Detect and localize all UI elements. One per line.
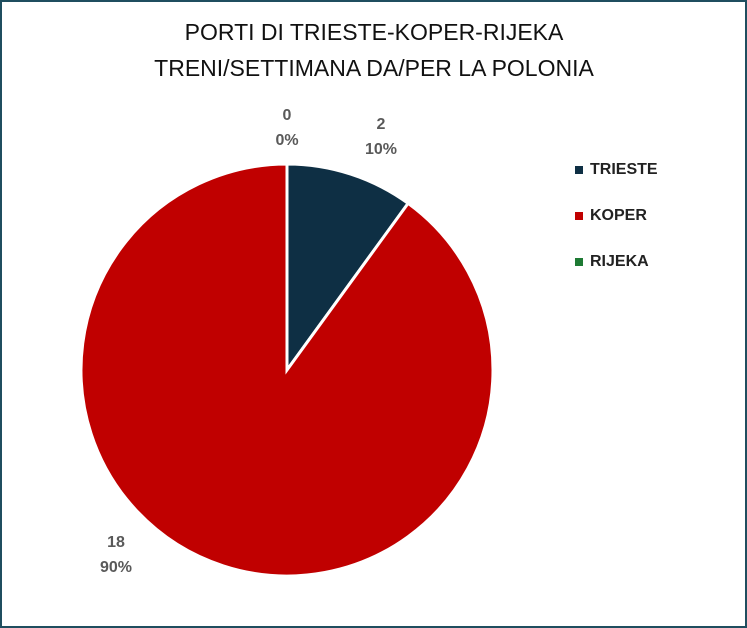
data-label-percent: 0% xyxy=(275,132,298,149)
data-label-value: 18 xyxy=(107,534,125,551)
data-label-percent: 90% xyxy=(100,559,132,576)
legend-swatch xyxy=(575,166,583,174)
legend-swatch xyxy=(575,212,583,220)
data-label-value: 0 xyxy=(283,107,292,124)
data-label-value: 2 xyxy=(377,116,386,133)
chart-title: PORTI DI TRIESTE-KOPER-RIJEKA xyxy=(185,19,564,45)
legend-label: RIJEKA xyxy=(590,253,649,270)
legend-swatch xyxy=(575,258,583,266)
legend-label: KOPER xyxy=(590,207,647,224)
pie-slice xyxy=(285,162,411,375)
data-label-percent: 10% xyxy=(365,141,397,158)
chart-subtitle: TRENI/SETTIMANA DA/PER LA POLONIA xyxy=(154,55,594,81)
legend-label: TRIESTE xyxy=(590,161,658,178)
